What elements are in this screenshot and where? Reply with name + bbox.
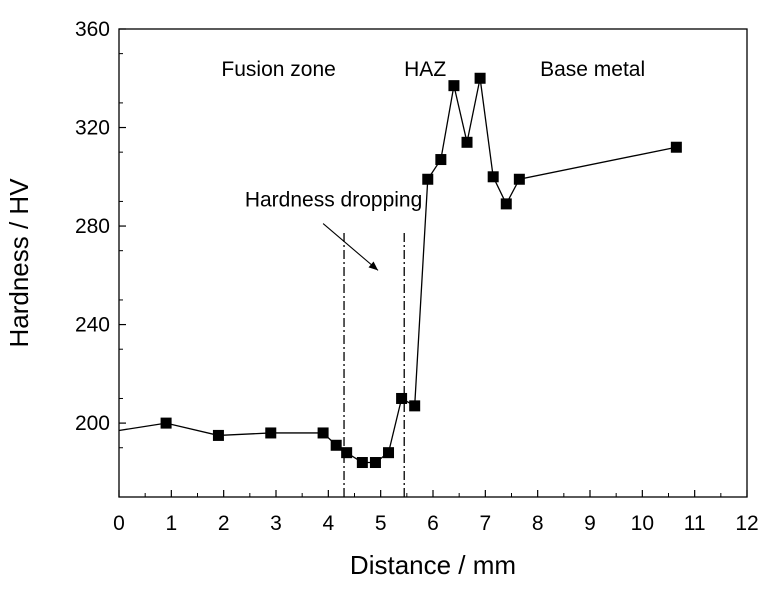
annotation-label: Fusion zone (221, 58, 335, 81)
data-point-marker (448, 80, 460, 92)
data-point-marker (500, 198, 512, 210)
annotation-label: HAZ (404, 58, 446, 81)
annotation-arrow-line (322, 223, 379, 271)
x-tick-label: 0 (113, 512, 125, 535)
plot-frame (118, 28, 748, 498)
x-tick-label: 4 (322, 512, 334, 535)
data-point-marker (487, 171, 499, 183)
data-point-marker (160, 417, 172, 429)
data-point-marker (265, 427, 277, 439)
x-tick-label: 3 (270, 512, 282, 535)
annotation-arrowhead (368, 261, 379, 271)
y-tick-label: 280 (75, 215, 110, 238)
x-tick-label: 12 (735, 512, 758, 535)
y-axis-ticks: 200 240 280 320 360 (75, 18, 126, 498)
y-tick-label: 240 (75, 314, 110, 337)
data-point-marker (396, 392, 408, 404)
data-point-marker (422, 173, 434, 185)
data-point-marker (341, 447, 353, 459)
data-point-marker (461, 136, 473, 148)
x-tick-label: 7 (479, 512, 491, 535)
zone-boundary-lines (343, 230, 405, 497)
data-point-marker (474, 72, 486, 84)
data-point-marker (369, 457, 381, 469)
x-tick-label: 9 (584, 512, 596, 535)
x-tick-label: 6 (427, 512, 439, 535)
y-tick-label: 200 (75, 412, 110, 435)
x-tick-label: 10 (631, 512, 654, 535)
data-point-marker (383, 447, 395, 459)
x-tick-label: 5 (375, 512, 387, 535)
x-axis-ticks: 0 1 2 3 4 5 6 7 8 9 10 11 12 (113, 490, 759, 535)
annotation-label: Hardness dropping (245, 188, 422, 211)
x-tick-label: 11 (684, 512, 706, 535)
x-tick-label: 2 (218, 512, 230, 535)
data-markers (160, 72, 682, 469)
x-tick-label: 1 (165, 512, 177, 535)
x-tick-label: 8 (532, 512, 544, 535)
data-point-marker (212, 429, 224, 441)
data-point-marker (670, 141, 682, 153)
data-point-marker (409, 400, 421, 412)
series-line (118, 78, 677, 464)
data-point-marker (317, 427, 329, 439)
data-point-marker (513, 173, 525, 185)
y-tick-label: 320 (75, 117, 110, 140)
data-point-marker (435, 154, 447, 166)
annotations: Fusion zone HAZ Base metal Hardness droppin… (221, 58, 645, 271)
x-axis-title: Distance / mm (350, 550, 516, 580)
annotation-label: Base metal (540, 58, 645, 81)
hardness-series-line (118, 78, 677, 464)
data-point-marker (356, 457, 368, 469)
data-point-marker (330, 439, 342, 451)
y-axis-title: Hardness / HV (4, 178, 34, 348)
y-tick-label: 360 (75, 18, 110, 41)
